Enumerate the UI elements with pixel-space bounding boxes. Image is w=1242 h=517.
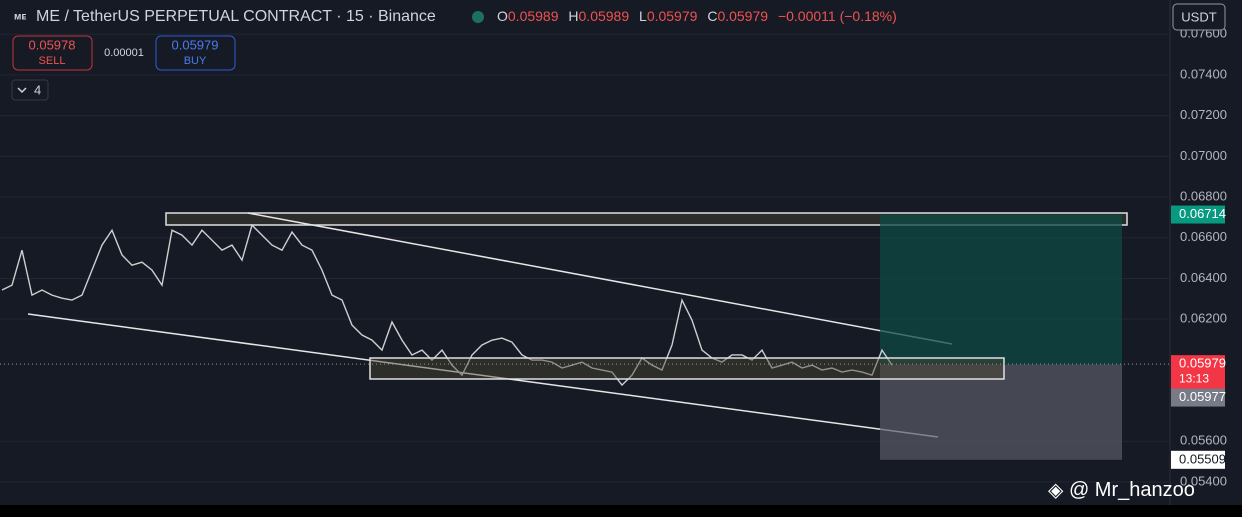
logo: ᴍᴇ (14, 12, 26, 23)
symbol: ME / TetherUS PERPETUAL CONTRACT · 15 · … (36, 8, 436, 25)
buy-label: BUY (184, 55, 207, 67)
y-tick-label: 0.06800 (1180, 188, 1227, 203)
indicators-count: 4 (34, 82, 41, 97)
buy-button[interactable] (155, 35, 236, 71)
currency: USDT (1181, 9, 1216, 24)
y-tick-label: 0.05400 (1180, 473, 1227, 488)
buy-price: 0.05979 (172, 37, 219, 52)
y-tick-label: 0.05600 (1180, 433, 1227, 448)
y-tick-label: 0.07000 (1180, 148, 1227, 163)
countdown: 13:13 (1179, 371, 1209, 385)
l-label: L (639, 8, 647, 24)
bottom-bar (0, 505, 1242, 517)
indicators-toggle[interactable] (11, 79, 49, 101)
plot-area (0, 212, 1170, 460)
sell-label: SELL (39, 55, 66, 67)
stop-tag (1171, 450, 1225, 469)
c-label: C (707, 8, 717, 24)
target-tag-label: 0.06714 (1179, 206, 1226, 221)
h-label: H (568, 8, 578, 24)
target-tag (1171, 205, 1225, 224)
stop-tag-label: 0.05509 (1179, 451, 1226, 466)
last-tag-label: 0.05979 (1179, 356, 1226, 371)
trend-line-lower (27, 313, 939, 438)
status-dot (472, 11, 484, 23)
entry-tag (1171, 388, 1225, 407)
currency-button[interactable] (1172, 3, 1226, 31)
watermark: ◈ @ Mr_hanzoo (1048, 479, 1195, 501)
h-value: 0.05989 (579, 8, 630, 24)
trend-line-upper (247, 212, 953, 345)
watermark-text: @ Mr_hanzoo (1069, 479, 1195, 501)
y-tick-label: 0.06400 (1180, 270, 1227, 285)
header: ᴍᴇ ME / TetherUS PERPETUAL CONTRACT · 15… (11, 3, 1226, 501)
y-tick-label: 0.06600 (1180, 229, 1227, 244)
sell-price: 0.05978 (29, 37, 76, 52)
y-tick-label: 0.06200 (1180, 311, 1227, 326)
sell-button[interactable] (12, 35, 93, 71)
l-value: 0.05979 (647, 8, 698, 24)
loss-zone (880, 364, 1122, 460)
profit-zone (880, 214, 1122, 365)
change: −0.00011 (−0.18%) (778, 8, 897, 24)
entry-tag-label: 0.05977 (1179, 389, 1226, 404)
y-tick-label: 0.07400 (1180, 66, 1227, 81)
chevron-icon (17, 87, 27, 94)
y-tick-label: 0.07200 (1180, 107, 1227, 122)
ohlc: O0.05989 H0.05989 L0.05979 C0.05979 −0.0… (497, 8, 897, 24)
o-label: O (497, 8, 508, 24)
last-tag (1171, 355, 1225, 390)
o-value: 0.05989 (508, 8, 559, 24)
support-zone (369, 357, 1005, 380)
spread: 0.00001 (104, 47, 144, 59)
c-value: 0.05979 (717, 8, 768, 24)
